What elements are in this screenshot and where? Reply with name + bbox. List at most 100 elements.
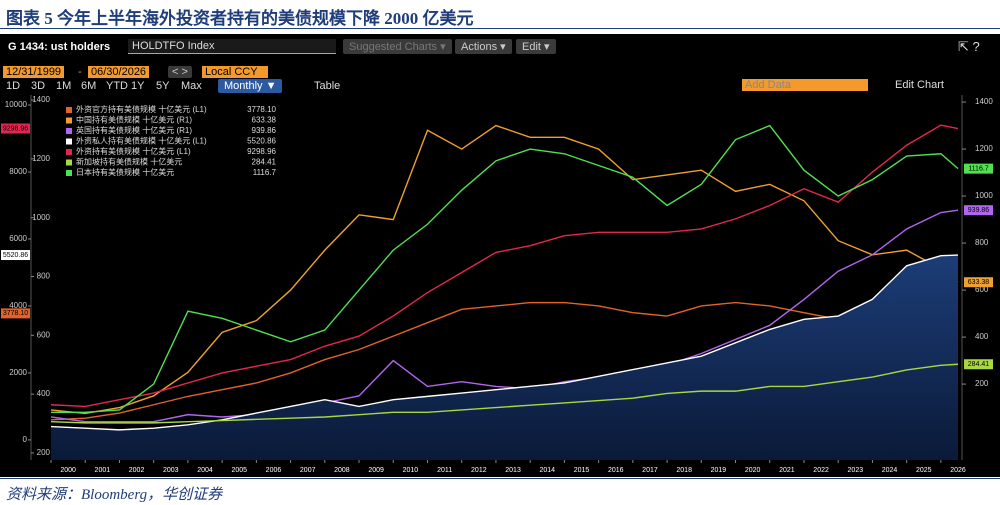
- suggested-button[interactable]: Suggested Charts ▾: [343, 39, 452, 54]
- x-tick-label: 2014: [539, 467, 555, 474]
- x-tick-label: 2015: [574, 467, 590, 474]
- x-tick-label: 2001: [95, 467, 111, 474]
- y-tick-label: 4000: [9, 301, 27, 310]
- line: [50, 254, 959, 431]
- line: [51, 124, 959, 413]
- y2-tick-label: 800: [975, 238, 989, 247]
- x-tick-label: 2019: [711, 467, 727, 474]
- x-tick-label: 2023: [848, 467, 864, 474]
- x-tick-label: 2018: [676, 467, 692, 474]
- legend-label: 中国持有美债规模 十亿美元 (R1): [76, 115, 192, 125]
- y-tick-label: 6000: [9, 234, 27, 243]
- period-button[interactable]: YTD: [106, 80, 128, 92]
- y-tick-label: 0: [23, 435, 28, 444]
- legend-label: 英国持有美债规模 十亿美元 (R1): [76, 125, 192, 135]
- value-box: [1, 250, 30, 261]
- x-tick-label: 2017: [642, 467, 658, 474]
- x-tick-label: 2003: [163, 467, 179, 474]
- line: [50, 124, 959, 415]
- icons[interactable]: ⇱ ?: [958, 39, 980, 54]
- rule: [0, 478, 1000, 479]
- x-tick-label: 2004: [197, 467, 213, 474]
- legend-value: 633.38: [252, 116, 277, 125]
- legend-value: 3778.10: [247, 105, 276, 114]
- end-value-label: 9298.96: [3, 125, 28, 132]
- table-button[interactable]: Table: [314, 80, 341, 92]
- add-data[interactable]: Add Data: [742, 79, 868, 91]
- end-value-label: 939.86: [968, 207, 990, 214]
- line: [50, 124, 959, 408]
- y3-tick-label: 1000: [32, 213, 50, 222]
- legend-label: 外资持有美债规模 十亿美元 (L1): [76, 146, 191, 156]
- dash: -: [78, 66, 82, 78]
- end-value-label: 3778.10: [3, 310, 28, 317]
- legend-swatch: [66, 128, 72, 134]
- period-button[interactable]: 3D: [31, 80, 46, 92]
- legend-value: 939.86: [252, 126, 277, 135]
- legend-swatch: [66, 170, 72, 176]
- x-tick-label: 2007: [300, 467, 316, 474]
- legend-swatch: [66, 117, 72, 124]
- end-value-label: 633.38: [968, 279, 990, 286]
- period-button[interactable]: 5Y: [156, 80, 170, 92]
- value-box: [1, 308, 30, 319]
- y3-tick-label: 200: [37, 448, 51, 457]
- edit-button[interactable]: Edit ▾: [516, 39, 556, 54]
- legend-value: 9298.96: [247, 147, 276, 156]
- legend-label: 外资私人持有美债规模 十亿美元 (L1): [76, 136, 207, 146]
- document-source: 资料来源：Bloomberg，华创证券: [6, 487, 223, 503]
- nav-buttons[interactable]: < >: [168, 66, 192, 78]
- period-button[interactable]: 1M: [56, 80, 72, 92]
- x-tick-label: 2025: [916, 467, 932, 474]
- x-tick-label: 2008: [334, 467, 350, 474]
- edit-chart[interactable]: Edit Chart: [895, 79, 944, 91]
- legend-swatch: [66, 159, 72, 166]
- x-tick-label: 2020: [745, 467, 761, 474]
- y3-tick-label: 800: [37, 272, 51, 281]
- x-tick-label: 2000: [60, 467, 76, 474]
- line: [50, 363, 959, 424]
- line: [50, 301, 959, 421]
- legend-swatch: [66, 107, 72, 113]
- x-tick-label: 2009: [368, 467, 384, 474]
- start-date[interactable]: 12/31/1999: [3, 66, 65, 78]
- value-box: [1, 123, 30, 134]
- y2-tick-label: 400: [975, 332, 989, 341]
- y2-tick-label: 200: [975, 379, 989, 388]
- legend-label: 外资官方持有美债规模 十亿美元 (L1): [76, 104, 207, 114]
- period-button[interactable]: 1D: [6, 80, 21, 92]
- x-tick-label: 2011: [437, 467, 452, 474]
- y3-tick-label: 1200: [32, 154, 50, 163]
- value-box: [964, 163, 993, 174]
- x-tick-label: 2012: [471, 467, 487, 474]
- x-tick-label: 2016: [608, 467, 624, 474]
- x-tick-label: 2013: [505, 467, 521, 474]
- x-tick-label: 2024: [882, 467, 898, 474]
- x-tick-label: 2022: [813, 467, 829, 474]
- legend-swatch: [66, 149, 72, 155]
- ticker-input[interactable]: HOLDTFO Index: [128, 39, 336, 54]
- y2-tick-label: 600: [975, 285, 989, 294]
- y3-tick-label: 1400: [32, 95, 50, 104]
- y3-tick-label: 600: [37, 330, 51, 339]
- y-tick-label: 2000: [9, 368, 27, 377]
- value-box: [964, 205, 993, 216]
- end-date[interactable]: 06/30/2026: [88, 66, 150, 78]
- y-tick-label: 8000: [9, 167, 27, 176]
- period-button[interactable]: Max: [181, 80, 202, 92]
- legend-value: 1116.7: [253, 168, 277, 177]
- legend-swatch: [66, 138, 72, 145]
- actions-button[interactable]: Actions ▾: [455, 39, 512, 54]
- legend-label: 日本持有美债规模 十亿美元: [76, 167, 174, 177]
- end-value-label: 1116.7: [968, 165, 988, 172]
- legend-label: 新加坡持有美债规模 十亿美元: [76, 157, 182, 167]
- area: [51, 255, 958, 460]
- period-button[interactable]: 6M: [81, 80, 97, 92]
- frequency[interactable]: Monthly ▼: [218, 79, 283, 93]
- x-tick-label: 2002: [129, 467, 145, 474]
- y-tick-label: 10000: [5, 100, 28, 109]
- currency[interactable]: Local CCY: [202, 66, 268, 78]
- y2-tick-label: 1400: [975, 97, 993, 106]
- period-button[interactable]: 1Y: [131, 80, 145, 92]
